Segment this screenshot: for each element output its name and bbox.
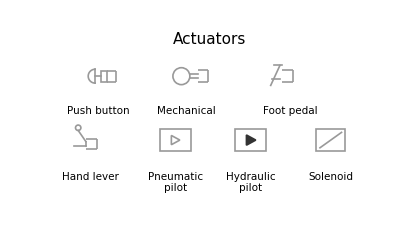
Text: Hand lever: Hand lever	[62, 171, 119, 181]
Text: Solenoid: Solenoid	[308, 171, 353, 181]
Bar	[160, 130, 191, 151]
Text: Hydraulic
pilot: Hydraulic pilot	[226, 171, 275, 193]
Text: Mechanical: Mechanical	[157, 105, 216, 115]
Text: Push button: Push button	[67, 105, 129, 115]
Bar	[316, 130, 346, 151]
Bar	[235, 130, 266, 151]
Bar	[101, 72, 106, 82]
Text: Pneumatic
pilot: Pneumatic pilot	[148, 171, 203, 193]
Text: Actuators: Actuators	[173, 32, 246, 47]
Polygon shape	[246, 135, 256, 146]
Text: Foot pedal: Foot pedal	[264, 105, 318, 115]
